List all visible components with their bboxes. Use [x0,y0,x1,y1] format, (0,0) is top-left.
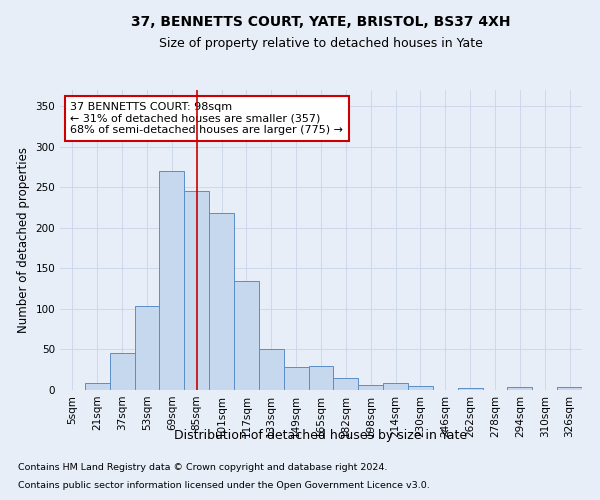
Text: 37 BENNETTS COURT: 98sqm
← 31% of detached houses are smaller (357)
68% of semi-: 37 BENNETTS COURT: 98sqm ← 31% of detach… [70,102,343,135]
Bar [358,385,383,390]
Bar [184,190,209,390]
Bar [134,306,160,390]
Y-axis label: Number of detached properties: Number of detached properties [17,147,30,333]
Text: Distribution of detached houses by size in Yate: Distribution of detached houses by size … [175,428,467,442]
Text: Contains HM Land Registry data © Crown copyright and database right 2024.: Contains HM Land Registry data © Crown c… [18,464,388,472]
Bar [557,387,582,390]
Bar [308,366,334,390]
Bar [160,171,184,390]
Bar [508,387,532,390]
Bar [259,350,284,390]
Bar [234,280,259,390]
Bar [85,382,110,390]
Bar [110,352,134,390]
Bar [284,368,308,390]
Bar [209,213,234,390]
Bar [383,382,408,390]
Bar [458,388,482,390]
Text: Size of property relative to detached houses in Yate: Size of property relative to detached ho… [159,38,483,51]
Text: Contains public sector information licensed under the Open Government Licence v3: Contains public sector information licen… [18,481,430,490]
Bar [408,386,433,390]
Bar [334,378,358,390]
Text: 37, BENNETTS COURT, YATE, BRISTOL, BS37 4XH: 37, BENNETTS COURT, YATE, BRISTOL, BS37 … [131,15,511,29]
